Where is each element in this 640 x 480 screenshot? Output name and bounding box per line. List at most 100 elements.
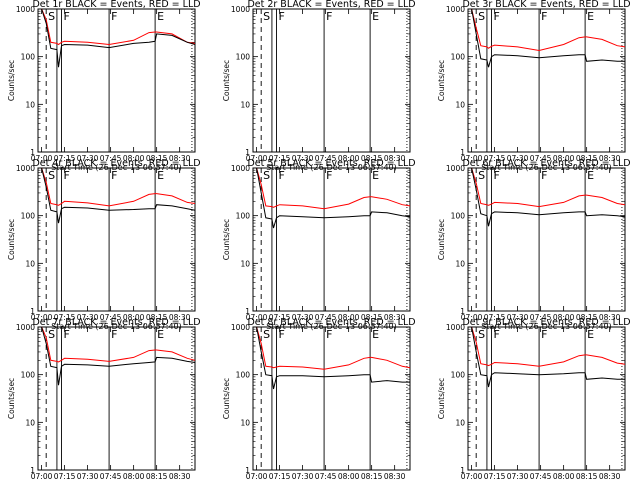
plot-frame [467,326,626,471]
plot-frame [467,167,626,312]
y-tick-label: 1000 [231,323,250,332]
plot-frame [467,8,626,153]
marker-label: F [326,169,332,182]
x-tick-label: 08:00 [338,313,360,322]
y-tick-label: 1000 [16,323,35,332]
y-tick-label: 1000 [16,164,35,173]
x-tick-label: 07:00 [461,154,483,163]
marker-label: E [157,169,164,182]
x-tick-label: 08:15 [576,313,598,322]
x-tick-label: 07:15 [269,313,291,322]
x-tick-label: 07:00 [246,472,268,480]
marker-label: S [48,328,55,341]
y-tick-label: 100 [21,53,36,62]
plot-frame [252,326,411,471]
x-tick-label: 07:00 [31,154,53,163]
x-tick-label: 07:00 [461,472,483,480]
y-tick-label: 10 [455,418,465,427]
marker-label: F [494,328,500,341]
x-tick-label: 08:00 [123,472,145,480]
y-tick-label: 10 [25,259,35,268]
lld-series-line [471,8,626,52]
panel-title: Det 3r BLACK = Events, RED = LLD [462,0,630,10]
x-tick-label: 08:30 [384,154,406,163]
x-tick-label: 07:15 [54,154,76,163]
y-tick-label: 100 [451,53,466,62]
y-axis-label: Counts/sec [7,60,16,101]
x-tick-label: 08:30 [599,313,621,322]
panel-9: Det 9r BLACK = Events, RED = LLD 1 10 100 10… [437,317,631,480]
marker-label: E [372,169,379,182]
marker-label: S [263,328,270,341]
x-tick-label: 08:15 [576,472,598,480]
x-tick-label: 08:15 [361,313,383,322]
y-axis-label: Counts/sec [437,219,446,260]
x-tick-label: 07:15 [484,313,506,322]
y-tick-label: 1 [460,466,465,475]
marker-label: F [326,328,332,341]
x-tick-label: 08:30 [169,472,191,480]
y-tick-label: 100 [236,371,251,380]
panel-title: Det 6r BLACK = Events, RED = LLD [462,158,630,169]
marker-label: F [541,328,547,341]
x-tick-label: 08:00 [123,154,145,163]
marker-label: F [64,169,70,182]
marker-label: E [157,10,164,23]
marker-label: S [478,169,485,182]
plot-frame [252,167,411,312]
panel-5: Det 5r BLACK = Events, RED = LLD 1 10 100 10… [222,158,416,331]
x-tick-label: 07:45 [315,472,337,480]
marker-label: F [326,10,332,23]
panel-title: Det 4r BLACK = Events, RED = LLD [32,158,200,169]
marker-label: F [111,169,117,182]
lld-series-line [41,167,196,207]
y-axis-label: Counts/sec [222,60,231,101]
x-tick-label: 08:15 [361,472,383,480]
events-series-line [41,167,196,224]
y-axis-label: Counts/sec [437,60,446,101]
x-tick-label: 07:30 [77,472,99,480]
panel-title: Det 1r BLACK = Events, RED = LLD [32,0,200,10]
panel-1: Det 1r BLACK = Events, RED = LLD 1 10 100 10… [7,0,201,172]
marker-label: F [64,10,70,23]
panel-title: Det 9r BLACK = Events, RED = LLD [462,317,630,328]
y-tick-label: 10 [240,259,250,268]
y-axis-label: Counts/sec [7,219,16,260]
marker-label: E [587,10,594,23]
x-tick-label: 08:30 [169,313,191,322]
marker-label: F [279,328,285,341]
x-tick-label: 07:45 [530,154,552,163]
marker-label: S [263,10,270,23]
x-tick-label: 07:30 [292,472,314,480]
marker-label: E [587,328,594,341]
y-tick-label: 100 [21,371,36,380]
x-tick-label: 08:00 [553,313,575,322]
plot-frame [37,326,196,471]
marker-label: F [494,10,500,23]
panel-title: Det 5r BLACK = Events, RED = LLD [247,158,415,169]
x-tick-label: 07:15 [484,472,506,480]
marker-label: E [372,10,379,23]
y-tick-label: 1000 [231,5,250,14]
x-tick-label: 07:45 [100,313,122,322]
events-series-line [471,167,626,227]
plot-frame [37,8,196,153]
y-tick-label: 1 [245,307,250,316]
marker-label: S [478,10,485,23]
x-tick-label: 08:30 [599,154,621,163]
lld-series-line [471,326,626,367]
x-tick-label: 07:45 [315,154,337,163]
marker-label: S [263,169,270,182]
y-tick-label: 10 [25,100,35,109]
x-tick-label: 08:00 [123,313,145,322]
y-tick-label: 1 [245,466,250,475]
marker-label: F [111,10,117,23]
x-tick-label: 07:15 [269,154,291,163]
marker-label: F [541,10,547,23]
y-tick-label: 10 [455,100,465,109]
y-tick-label: 1 [460,307,465,316]
x-tick-label: 07:00 [246,313,268,322]
y-tick-label: 1 [30,307,35,316]
